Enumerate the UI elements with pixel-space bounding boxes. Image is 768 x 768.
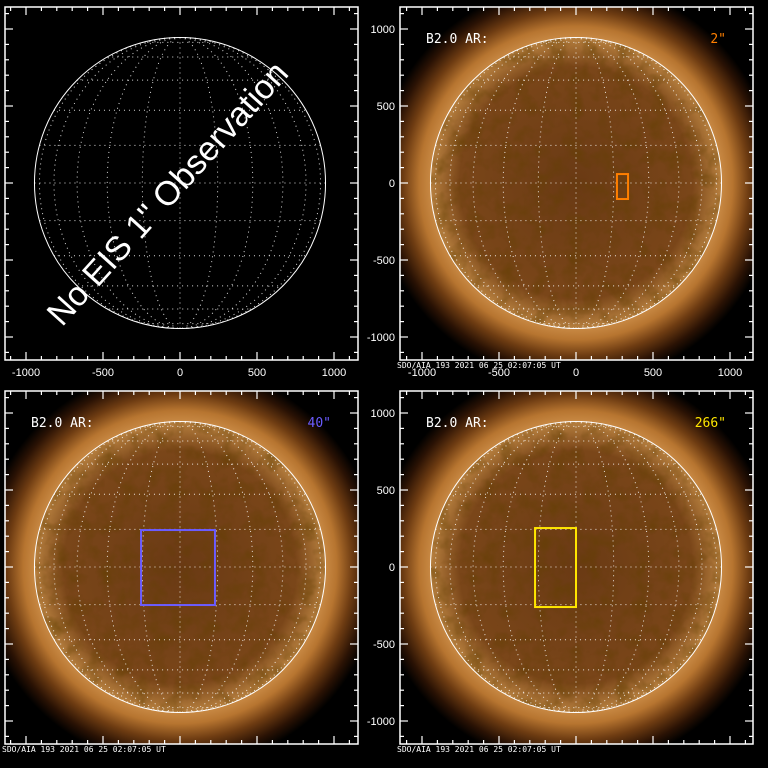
- meridian-line: [76, 420, 181, 714]
- footer-caption: SDO/AIA 193 2021 06 25 02:07:05 UT: [2, 745, 166, 754]
- x-tick-label: -500: [92, 367, 114, 379]
- y-tick-label: 1000: [371, 408, 395, 420]
- x-tick-label: 500: [248, 367, 266, 379]
- panel-no-observation: No EIS 1" Observation10005000-500-1000-1…: [4, 6, 359, 379]
- axis-ticks: [5, 391, 358, 744]
- y-tick-label: -1000: [367, 332, 395, 344]
- y-tick-label: 500: [377, 485, 395, 497]
- y-tick-label: -500: [373, 255, 395, 267]
- panel-label: B2.0 AR:: [31, 416, 94, 431]
- limb-circle: [33, 36, 327, 330]
- y-tick-label: -500: [373, 639, 395, 651]
- panel-eis-2: B2.0 AR: 2" 1000 500 0 -500 -1000 -1000 -500 0 500…: [367, 6, 754, 379]
- eis-fov-box: [140, 529, 216, 607]
- plot-area: [400, 7, 753, 360]
- y-tick-label: 0: [389, 178, 395, 190]
- limb-circle: [33, 420, 327, 714]
- y-tick-label: 1000: [371, 24, 395, 36]
- meridian-line: [575, 420, 703, 714]
- no-observation-text: No EIS 1" Observation: [40, 54, 296, 333]
- limb-circle: [429, 36, 723, 330]
- slit-label: 40": [308, 416, 331, 431]
- meridian-line: [449, 36, 577, 330]
- axis-ticks: [5, 7, 358, 360]
- meridian-line: [53, 420, 181, 714]
- meridian-line: [76, 36, 181, 330]
- axis-ticks: [400, 7, 753, 360]
- heliographic-grid: [430, 36, 722, 330]
- meridian-line: [575, 36, 680, 330]
- meridian-line: [449, 420, 577, 714]
- y-tick-label: 500: [377, 101, 395, 113]
- limb-circle: [429, 420, 723, 714]
- meridian-line: [179, 420, 284, 714]
- x-tick-label: 1000: [718, 367, 742, 379]
- meridian-line: [179, 36, 307, 330]
- meridian-line: [575, 420, 680, 714]
- meridian-line: [472, 420, 577, 714]
- x-tick-label: 1000: [322, 367, 346, 379]
- x-tick-label: 0: [177, 367, 183, 379]
- meridian-line: [472, 36, 577, 330]
- x-tick-label: -1000: [12, 367, 40, 379]
- footer-caption: SDO/AIA 193 2021 06 25 02:07:05 UT: [397, 745, 561, 754]
- panel-label: B2.0 AR:: [426, 32, 489, 47]
- y-tick-label: 0: [389, 562, 395, 574]
- plot-area: [400, 391, 753, 744]
- x-tick-label: -1000: [408, 367, 436, 379]
- slit-label: 2": [710, 32, 726, 47]
- footer-caption: SDO/AIA 193 2021 06 25 02:07:05 UT: [397, 361, 561, 370]
- slit-label: 266": [695, 416, 726, 431]
- meridian-line: [575, 36, 703, 330]
- y-tick-label: -1000: [367, 716, 395, 728]
- meridian-line: [53, 36, 181, 330]
- plot-area: [33, 36, 327, 330]
- panel-label: B2.0 AR:: [426, 416, 489, 431]
- x-tick-label: 0: [573, 367, 579, 379]
- eis-fov-box: [615, 173, 630, 201]
- panel-eis-266: B2.0 AR: 266" 1000 500 0 -500 -1000 SDO/AIA 193…: [367, 390, 754, 754]
- axis-ticks: [400, 391, 753, 744]
- meridian-line: [179, 36, 284, 330]
- x-tick-label: 500: [644, 367, 662, 379]
- meridian-line: [179, 420, 307, 714]
- plot-area: [5, 391, 358, 744]
- heliographic-grid: [34, 36, 326, 330]
- eis-fov-box: [534, 527, 578, 609]
- x-tick-label: -500: [488, 367, 510, 379]
